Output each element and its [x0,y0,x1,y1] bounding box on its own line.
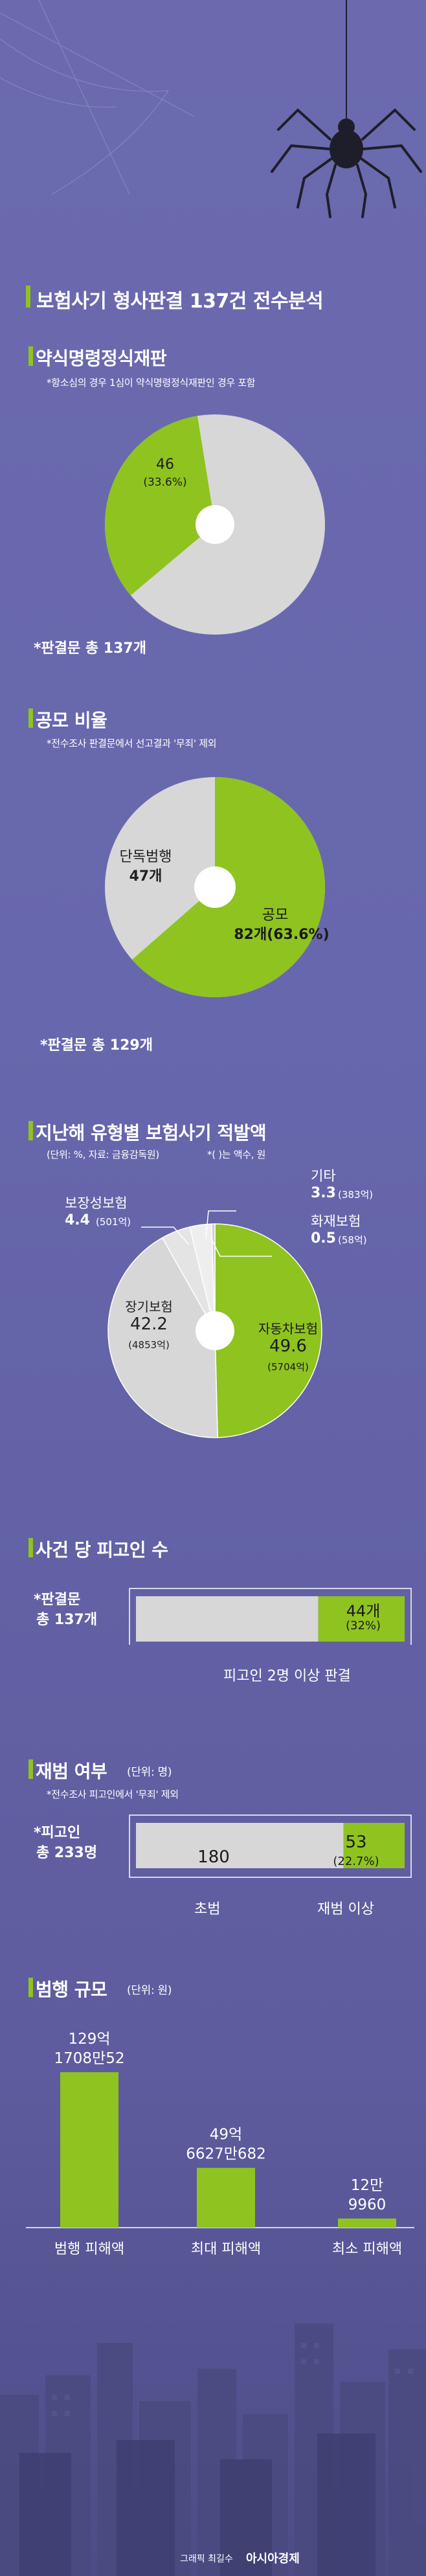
section2-total: *판결문 총 129개 [40,1037,153,1054]
pie3-pct-other: 3.3 [311,1185,336,1201]
pie2-chart [105,777,326,997]
bar4-highlight-pct: (32%) [345,1619,381,1633]
bar4-segment-multi [318,1596,405,1642]
bar5-first-label: 초범 [194,1901,221,1917]
section3-accent [28,1121,33,1140]
bar6-value-label-min: 12만 [351,2177,383,2194]
bar5-segment-first [136,1823,344,1868]
pie1-center-hole [196,505,234,544]
bar6-bar-max [197,2167,255,2228]
section5-accent [28,1759,33,1779]
pie2-conspiracy-label: 공모 [262,907,289,923]
section5-title: 재범 여부 [36,1761,107,1782]
bar6-category-label-max: 최대 피해액 [191,2241,261,2257]
pie2-solo-label: 단독범행 [119,849,172,865]
pie3-label-auto: 자동차보험 [258,1321,318,1337]
section5-note: *전수조사 피고인에서 '무죄' 제외 [47,1789,179,1800]
title-accent-bar [26,286,30,308]
bar6-chart: 129억 1708만52 범행 피해액 49억 6627만682 최대 피해액 12만 996… [26,2031,414,2257]
bar6-category-label-total: 범행 피해액 [54,2241,124,2257]
bar5-repeat-pct: (22.7%) [333,1855,379,1868]
section6-unit: (단위: 원) [127,1984,172,1997]
pie3-label-protection: 보장성보험 [65,1195,128,1211]
pie3-slice-fire [211,1223,216,1331]
pie3-pct-protection: 4.4 [65,1212,90,1228]
pie3-pct-fire: 0.5 [311,1230,336,1247]
bar6-value-label-total: 1708만52 [54,2050,125,2067]
pie3-leader-other [205,1210,236,1239]
bar4-chart [129,1588,412,1645]
bar4-frame [129,1588,412,1645]
section4-total-line2: 총 137개 [36,1612,98,1628]
credit-brand: 아시아경제 [246,2552,300,2566]
pie3-amount-auto: (5704억) [267,1361,309,1373]
pie2-conspiracy-value: 82개(63.6%) [234,927,330,943]
section5-unit: (단위: 명) [127,1766,172,1779]
section3-paren-note: *( )는 액수, 원 [207,1149,266,1160]
pie1-chart [105,414,325,635]
section4-title: 사건 당 피고인 수 [36,1539,168,1561]
section1-accent [28,346,33,366]
credit-text: 그래픽 최길수 [180,2554,233,2564]
pie3-chart [107,1210,322,1438]
city-skyline-decoration [0,2323,426,2576]
section2-note: *전수조사 판결문에서 선고결과 '무죄' 제외 [47,738,217,749]
section2-title: 공모 비율 [36,710,107,731]
pie3-leader-fire [210,1237,272,1257]
pie1-slice-percent: (33.6%) [143,476,187,489]
bar6-category-label-min: 최소 피해액 [332,2241,402,2257]
pie3-leader-protection [141,1226,190,1245]
spider-web-decoration [0,0,422,218]
pie3-amount-protection: (501억) [96,1216,131,1228]
bar6-value-label-min: 9960 [348,2197,387,2213]
section4-total-line1: *판결문 [34,1592,81,1608]
pie3-center-hole [196,1311,234,1350]
bar5-repeat-value: 53 [345,1833,367,1852]
bar6-value-label-max: 49억 [210,2127,242,2143]
bar4-highlight-value: 44개 [346,1602,381,1620]
section3-unit-note: (단위: %, 자료: 금융감독원) [47,1149,159,1160]
pie3-amount-longterm: (4853억) [128,1339,170,1351]
section5-total-line2: 총 233명 [36,1845,98,1861]
section1-title: 약식명령정식재판 [36,348,167,369]
bar5-frame [129,1814,412,1878]
section6-title: 범행 규모 [36,1979,107,2000]
pie3-label-other: 기타 [311,1168,336,1184]
bar6-bar-min [338,2219,396,2228]
bar4-caption: 피고인 2명 이상 판결 [223,1668,351,1684]
pie3-pct-longterm: 42.2 [130,1315,168,1334]
pie2-solo-value: 47개 [129,868,163,885]
bar5-chart [129,1814,412,1878]
pie3-slice-auto [214,1223,322,1438]
pie3-amount-other: (383억) [338,1189,374,1201]
pie3-pct-auto: 49.6 [269,1337,307,1356]
page-title: 보험사기 형사판결 137건 전수분석 [36,290,324,313]
section4-accent [28,1538,33,1557]
spider-icon [271,108,422,218]
bar6-bar-total [60,2072,118,2228]
section2-accent [28,708,33,728]
section1-total: *판결문 총 137개 [34,640,146,657]
section3-title: 지난해 유형별 보험사기 적발액 [36,1122,267,1144]
bar6-value-label-total: 129억 [68,2031,110,2048]
bar5-first-value: 180 [197,1847,230,1867]
pie3-label-fire: 화재보험 [311,1214,361,1229]
section6-accent [28,1978,33,1997]
pie3-amount-fire: (58억) [338,1234,367,1246]
section1-note: *항소심의 경우 1심이 약식명령정식재판인 경우 포함 [47,377,256,389]
bar4-segment-single [136,1596,319,1642]
pie2-center-hole [194,866,236,908]
bar5-segment-repeat [343,1823,405,1868]
bar6-value-label-max: 6627만682 [186,2146,266,2163]
pie1-slice-value: 46 [156,457,174,473]
bar5-repeat-label: 재범 이상 [317,1901,374,1917]
pie1-slice-summary [105,416,215,596]
section5-total-line1: *피고인 [34,1825,81,1841]
pie3-label-longterm: 장기보험 [125,1299,173,1315]
